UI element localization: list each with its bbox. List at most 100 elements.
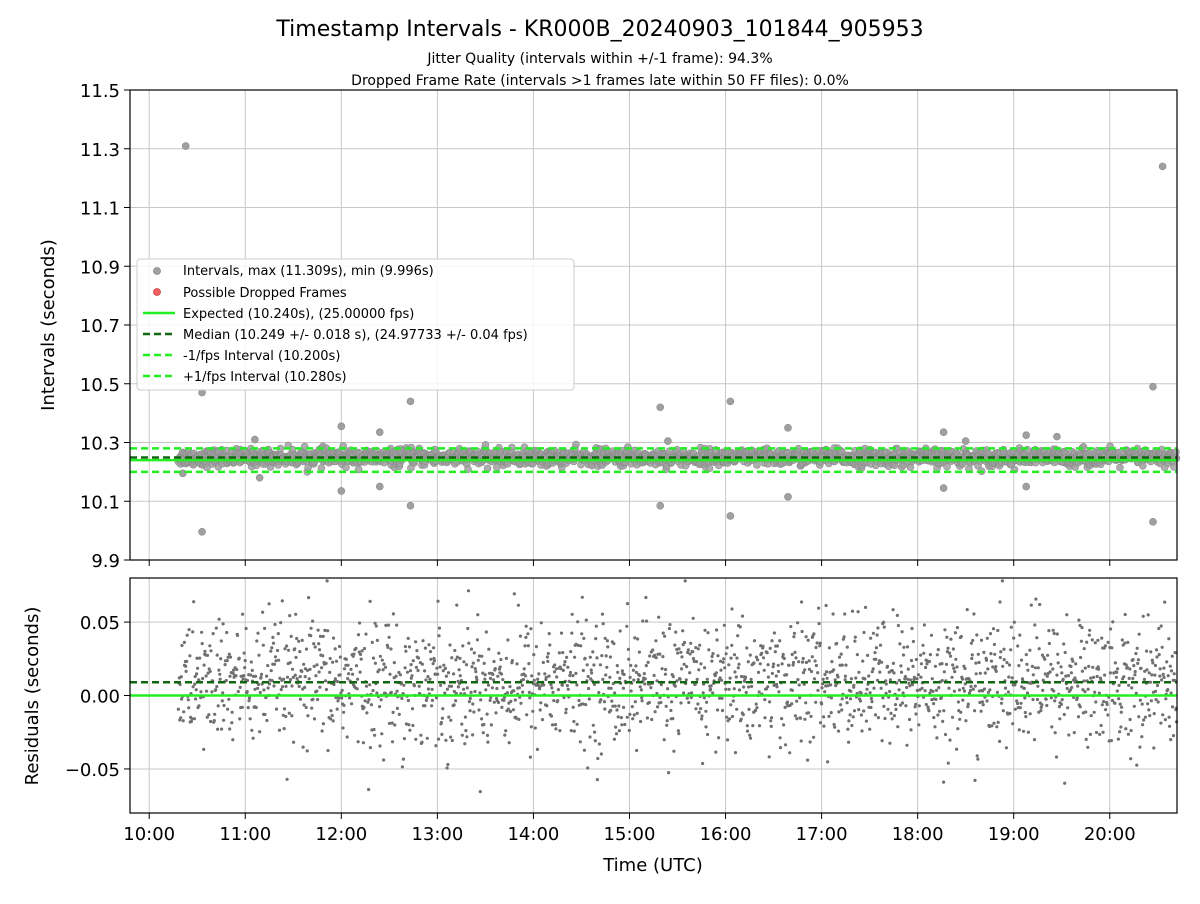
residual-point xyxy=(1135,763,1139,767)
residual-point xyxy=(388,672,392,676)
residual-point xyxy=(850,723,854,728)
residual-point xyxy=(817,606,821,610)
residual-point xyxy=(791,660,796,665)
residual-point xyxy=(1090,638,1094,642)
residual-point xyxy=(203,649,207,654)
residual-point xyxy=(1007,675,1011,679)
residual-point xyxy=(1169,691,1173,695)
residual-point xyxy=(564,707,568,711)
residual-point xyxy=(311,619,315,623)
residual-point xyxy=(250,668,254,673)
residual-point xyxy=(275,648,280,653)
residual-point xyxy=(1078,705,1082,709)
interval-outlier-point xyxy=(656,501,665,510)
residual-point xyxy=(1160,678,1164,682)
residual-point xyxy=(996,720,1000,725)
residual-point xyxy=(1034,597,1038,601)
residual-point xyxy=(528,755,533,759)
interval-outlier-point xyxy=(656,403,665,412)
residual-point xyxy=(570,631,574,635)
interval-outlier-point xyxy=(1022,482,1030,491)
residual-point xyxy=(911,664,915,669)
residual-point xyxy=(710,659,714,663)
interval-point xyxy=(1116,463,1124,472)
residual-point xyxy=(243,666,247,670)
residual-point xyxy=(395,689,399,693)
residual-point xyxy=(1048,670,1052,674)
residual-point xyxy=(845,701,849,705)
residual-point xyxy=(920,686,924,690)
residual-point xyxy=(1129,757,1133,761)
residual-point xyxy=(677,647,681,651)
interval-outlier-point xyxy=(406,501,415,510)
residual-point xyxy=(785,700,790,704)
residual-point xyxy=(515,662,519,666)
residual-point xyxy=(342,710,346,714)
residual-point xyxy=(1065,613,1069,617)
residual-point xyxy=(778,639,782,643)
residual-point xyxy=(397,712,401,717)
residual-point xyxy=(1097,691,1101,695)
residual-point xyxy=(1143,715,1147,719)
residual-point xyxy=(331,660,335,664)
residual-point xyxy=(390,740,395,744)
residual-point xyxy=(1133,670,1137,674)
residual-point xyxy=(431,662,435,666)
residual-point xyxy=(222,703,226,708)
residual-point xyxy=(265,674,269,678)
residual-point xyxy=(1015,701,1020,706)
residual-point xyxy=(261,643,265,647)
residual-point xyxy=(704,709,708,713)
residual-point xyxy=(1091,665,1095,669)
residual-point xyxy=(617,729,622,733)
residual-point xyxy=(575,683,579,687)
residual-point xyxy=(211,632,215,636)
residual-point xyxy=(473,667,477,671)
residual-point xyxy=(1006,690,1011,694)
residual-point xyxy=(270,646,274,650)
residual-point xyxy=(770,671,775,676)
residual-point xyxy=(452,703,456,707)
residual-point xyxy=(1113,701,1117,705)
interval-outlier-point xyxy=(375,482,384,491)
residual-point xyxy=(608,675,612,679)
residual-point xyxy=(803,717,807,721)
residual-point xyxy=(467,641,471,645)
residual-point xyxy=(869,636,873,640)
residual-point xyxy=(221,691,225,695)
residual-point xyxy=(666,687,670,691)
residual-point xyxy=(1000,697,1004,701)
residual-point xyxy=(889,711,893,716)
residual-point xyxy=(546,659,550,664)
residual-point xyxy=(472,710,476,714)
residual-point xyxy=(402,737,406,741)
residual-point xyxy=(1122,675,1126,679)
residual-point xyxy=(1013,683,1017,687)
residual-point xyxy=(622,705,626,710)
residual-point xyxy=(286,648,291,652)
residual-point xyxy=(207,713,211,717)
residual-point xyxy=(462,687,466,691)
residual-point xyxy=(1171,734,1176,738)
residual-point xyxy=(857,708,861,712)
residual-point xyxy=(1007,663,1012,667)
legend-label-minus-fps: -1/fps Interval (10.200s) xyxy=(183,349,340,364)
residual-point xyxy=(868,691,872,695)
residual-point xyxy=(696,702,700,706)
residual-point xyxy=(244,626,248,631)
residual-point xyxy=(323,628,327,633)
residual-point xyxy=(982,650,986,655)
residual-point xyxy=(892,671,896,675)
residual-point xyxy=(439,720,443,725)
residual-point xyxy=(476,613,480,617)
residual-point xyxy=(341,726,345,730)
residual-point xyxy=(337,696,341,700)
residual-point xyxy=(230,721,234,725)
residual-point xyxy=(614,725,618,729)
residual-point xyxy=(425,736,429,740)
residual-point xyxy=(398,673,402,677)
interval-outlier-point xyxy=(726,512,735,520)
residual-point xyxy=(744,690,748,695)
residual-point xyxy=(1009,648,1013,652)
residual-point xyxy=(809,669,814,674)
